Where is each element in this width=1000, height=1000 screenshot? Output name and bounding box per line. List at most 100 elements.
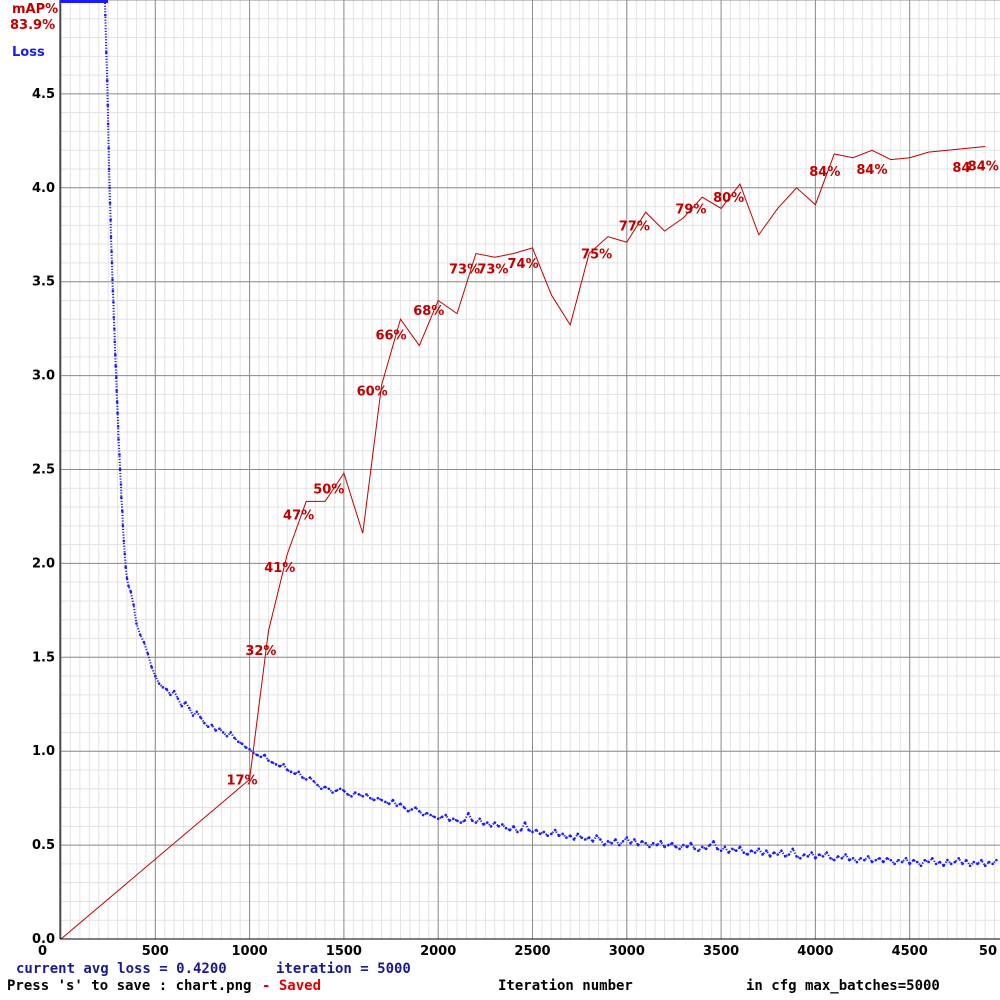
loss-point xyxy=(218,727,221,730)
x-tick-label: 500 xyxy=(142,944,169,959)
loss-point xyxy=(109,218,112,222)
loss-point xyxy=(187,706,191,710)
loss-point xyxy=(659,840,663,843)
loss-point xyxy=(485,821,489,824)
loss-point xyxy=(301,776,304,779)
loss-point xyxy=(957,856,961,860)
loss-point xyxy=(938,860,942,864)
x-tick-label: 4000 xyxy=(797,944,833,959)
loss-point xyxy=(949,862,953,866)
y-tick-label: 1.5 xyxy=(32,650,55,665)
loss-point xyxy=(946,858,949,862)
x-tick-label: 1000 xyxy=(232,944,268,959)
loss-point xyxy=(625,836,629,839)
y-tick-label: 1.0 xyxy=(32,744,55,759)
loss-point xyxy=(538,832,542,836)
loss-point xyxy=(111,289,115,293)
loss-point xyxy=(614,838,617,841)
loss-point xyxy=(825,851,829,854)
loss-point xyxy=(863,858,866,862)
axes xyxy=(59,0,1000,940)
loss-point xyxy=(512,825,515,828)
loss-point xyxy=(129,590,133,593)
loss-point xyxy=(482,823,485,826)
loss-point xyxy=(697,849,700,853)
loss-point xyxy=(799,856,802,860)
loss-point xyxy=(731,847,734,851)
loss-point xyxy=(418,809,421,813)
loss-point xyxy=(780,849,783,853)
loss-point xyxy=(135,622,138,625)
loss-point xyxy=(122,539,126,543)
loss-point xyxy=(263,753,266,757)
map-annotation-label: 84 xyxy=(952,161,970,176)
x-tick-label: 0 xyxy=(38,944,47,959)
loss-point xyxy=(700,845,704,849)
loss-point xyxy=(236,740,240,744)
map-annotation-label: 84% xyxy=(856,163,887,178)
y-tick-labels: 0.0 0.5 1.0 1.5 2.0 2.5 3.0 3.5 4.0 4.5 xyxy=(32,87,55,947)
loss-point xyxy=(489,825,493,828)
map-annotation-label: 47% xyxy=(283,509,314,524)
loss-point xyxy=(117,438,120,441)
loss-point xyxy=(286,768,289,772)
loss-point xyxy=(923,858,927,862)
loss-point xyxy=(350,794,353,798)
loss-point xyxy=(531,830,534,834)
loss-point xyxy=(859,856,862,860)
x-tick-label: 1500 xyxy=(326,944,362,959)
loss-point xyxy=(274,763,278,766)
map-annotation-label: 84% xyxy=(968,159,999,174)
loss-point xyxy=(927,860,930,864)
loss-point xyxy=(968,864,972,868)
map-annotation-label: 68% xyxy=(413,304,444,319)
map-annotation-label: 32% xyxy=(245,644,276,659)
loss-point xyxy=(425,811,429,815)
loss-point xyxy=(629,841,632,845)
loss-point xyxy=(900,860,904,864)
loss-point xyxy=(191,714,195,717)
loss-point xyxy=(874,858,878,862)
loss-point xyxy=(278,764,282,768)
loss-point xyxy=(436,817,440,821)
loss-point xyxy=(429,813,432,817)
loss-point xyxy=(621,840,625,843)
x-tick-label: 50 xyxy=(979,944,997,959)
loss-point xyxy=(293,772,297,776)
loss-point xyxy=(331,791,334,794)
loss-point xyxy=(357,793,361,796)
loss-legend-bar xyxy=(60,0,108,3)
x-axis-label: Iteration number xyxy=(498,978,633,994)
loss-point xyxy=(772,851,776,854)
loss-point xyxy=(121,524,125,528)
loss-point xyxy=(976,862,979,866)
loss-point xyxy=(308,776,312,779)
loss-point xyxy=(633,838,636,841)
loss-point xyxy=(123,552,127,556)
loss-point xyxy=(919,864,923,868)
loss-point xyxy=(342,789,346,792)
map-annotation-label: 60% xyxy=(357,385,388,400)
y-tick-label: 0.0 xyxy=(32,932,55,947)
loss-point xyxy=(106,103,110,107)
loss-point xyxy=(904,856,908,860)
loss-point xyxy=(670,841,674,845)
loss-point xyxy=(289,770,293,774)
loss-point xyxy=(353,791,357,794)
loss-point xyxy=(636,843,640,847)
x-tick-labels: 0 500 1000 1500 2000 2500 3000 3500 4000 4500 50 xyxy=(38,944,997,959)
loss-point xyxy=(316,783,319,787)
loss-point xyxy=(776,853,779,856)
loss-point xyxy=(821,855,825,858)
loss-point xyxy=(881,860,885,864)
loss-point xyxy=(210,723,214,727)
loss-point xyxy=(832,858,836,862)
loss-point xyxy=(606,840,610,843)
loss-point xyxy=(561,832,564,836)
loss-point xyxy=(727,851,730,854)
loss-point xyxy=(761,853,764,856)
loss-point xyxy=(599,838,602,841)
loss-point xyxy=(708,843,712,847)
legend: mAP% 83.9% Loss xyxy=(10,0,108,60)
map-annotation-label: 73% xyxy=(477,263,508,278)
